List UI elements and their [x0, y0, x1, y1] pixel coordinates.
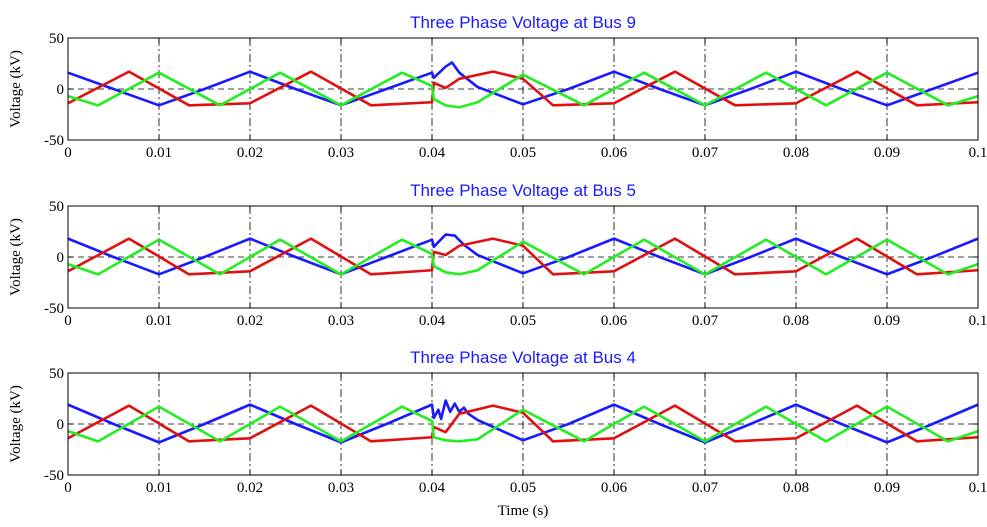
- x-tick-label: 0.01: [146, 145, 172, 161]
- x-tick-label: 0.07: [692, 313, 719, 329]
- y-tick-label: -50: [44, 301, 64, 317]
- x-tick-label: 0.1: [969, 145, 987, 161]
- chart-title: Three Phase Voltage at Bus 9: [410, 13, 636, 32]
- x-tick-label: 0.1: [969, 480, 987, 496]
- x-tick-label: 0: [64, 313, 72, 329]
- panel-1: Three Phase Voltage at Bus 9 0 0.01 0.02 0.0…: [8, 13, 987, 161]
- series-line-2: [67, 70, 979, 107]
- x-tick-label: 0.05: [510, 145, 536, 161]
- x-tick-label: 0: [64, 480, 72, 496]
- panel-3: Three Phase Voltage at Bus 4 0 0.01 0.02 0.0…: [8, 348, 987, 519]
- x-tick-label: 0.05: [510, 313, 536, 329]
- series-line-1: [67, 61, 979, 107]
- x-tick-label: 0.01: [146, 313, 172, 329]
- series-line-2: [67, 237, 979, 276]
- y-tick-label: 0: [57, 82, 65, 98]
- y-axis-label: Voltage (kV): [8, 218, 24, 296]
- x-tick-label: 0.03: [328, 313, 354, 329]
- x-tick-label: 0.09: [874, 313, 900, 329]
- x-tick-label: 0.09: [874, 480, 900, 496]
- series-line-3: [67, 238, 979, 276]
- y-tick-label: -50: [44, 468, 64, 484]
- series-line-3: [67, 405, 979, 443]
- x-tick-label: 0.01: [146, 480, 172, 496]
- series-line-3: [67, 71, 979, 109]
- x-tick-label: 0.04: [419, 313, 446, 329]
- x-tick-label: 0.05: [510, 480, 536, 496]
- x-axis-label: Time (s): [498, 503, 549, 519]
- panel-2: Three Phase Voltage at Bus 5 0 0.01 0.02 0.0…: [8, 181, 987, 329]
- y-tick-label: 0: [57, 417, 65, 433]
- x-tick-label: 0.02: [237, 313, 263, 329]
- x-tick-label: 0.1: [969, 313, 987, 329]
- x-tick-label: 0.04: [419, 145, 446, 161]
- chart-title: Three Phase Voltage at Bus 4: [410, 348, 636, 367]
- x-tick-label: 0.08: [783, 480, 809, 496]
- y-tick-label: 0: [57, 250, 65, 266]
- x-tick-label: 0.02: [237, 480, 263, 496]
- y-tick-label: -50: [44, 133, 64, 149]
- x-tick-label: 0.04: [419, 480, 446, 496]
- y-axis-label: Voltage (kV): [8, 50, 24, 128]
- x-tick-label: 0.07: [692, 145, 719, 161]
- x-tick-label: 0.09: [874, 145, 900, 161]
- x-tick-label: 0.03: [328, 480, 354, 496]
- y-tick-label: 50: [49, 366, 64, 382]
- x-tick-label: 0.08: [783, 313, 809, 329]
- x-tick-label: 0: [64, 145, 72, 161]
- x-tick-label: 0.06: [601, 145, 628, 161]
- x-tick-label: 0.03: [328, 145, 354, 161]
- x-tick-label: 0.08: [783, 145, 809, 161]
- x-tick-label: 0.02: [237, 145, 263, 161]
- series-line-2: [67, 404, 979, 443]
- x-tick-label: 0.07: [692, 480, 719, 496]
- chart-title: Three Phase Voltage at Bus 5: [410, 181, 636, 200]
- series-line-1: [67, 399, 979, 444]
- y-tick-label: 50: [49, 199, 64, 215]
- y-tick-label: 50: [49, 31, 64, 47]
- y-axis-label: Voltage (kV): [8, 385, 24, 463]
- x-tick-label: 0.06: [601, 313, 628, 329]
- x-tick-label: 0.06: [601, 480, 628, 496]
